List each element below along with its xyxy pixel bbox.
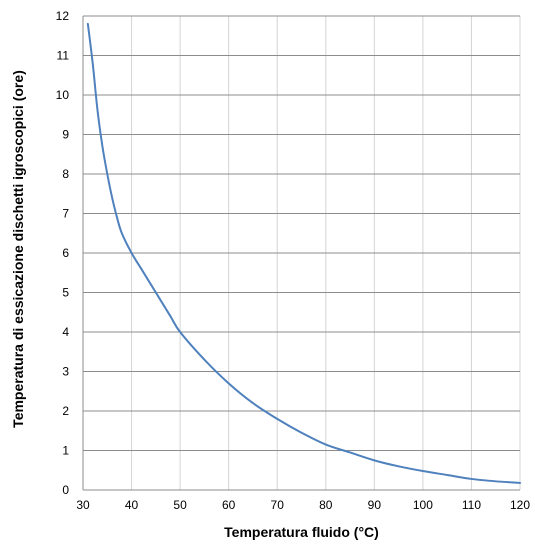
series-line <box>86 22 521 484</box>
y-tick-label: 3 <box>62 365 69 379</box>
y-tick-label: 0 <box>62 483 69 497</box>
y-tick-label: 1 <box>62 444 69 458</box>
x-tick-label: 80 <box>319 498 333 512</box>
x-tick-label: 90 <box>368 498 382 512</box>
x-axis-title: Temperatura fluido (°C) <box>224 524 379 540</box>
y-tick-label: 7 <box>62 207 69 221</box>
y-tick-label: 12 <box>56 9 70 23</box>
x-tick-label: 50 <box>173 498 187 512</box>
x-tick-label: 120 <box>510 498 530 512</box>
y-tick-label: 6 <box>62 246 69 260</box>
y-tick-label: 2 <box>62 404 69 418</box>
series-layer <box>86 22 521 484</box>
x-tick-label: 60 <box>222 498 236 512</box>
x-tick-label: 70 <box>271 498 285 512</box>
x-tick-label: 40 <box>125 498 139 512</box>
y-tick-label: 9 <box>62 128 69 142</box>
grid-lines <box>82 15 521 491</box>
x-tick-label: 110 <box>462 498 481 512</box>
x-tick-label: 100 <box>413 498 433 512</box>
y-tick-label: 8 <box>62 167 69 181</box>
y-axis-title: Temperatura di essicazione dischetti igr… <box>10 70 26 428</box>
y-tick-label: 11 <box>57 49 70 63</box>
y-tick-label: 4 <box>62 325 69 339</box>
y-tick-label: 10 <box>56 88 70 102</box>
x-tick-label: 30 <box>76 498 90 512</box>
y-tick-label: 5 <box>62 286 69 300</box>
axes <box>82 16 520 491</box>
